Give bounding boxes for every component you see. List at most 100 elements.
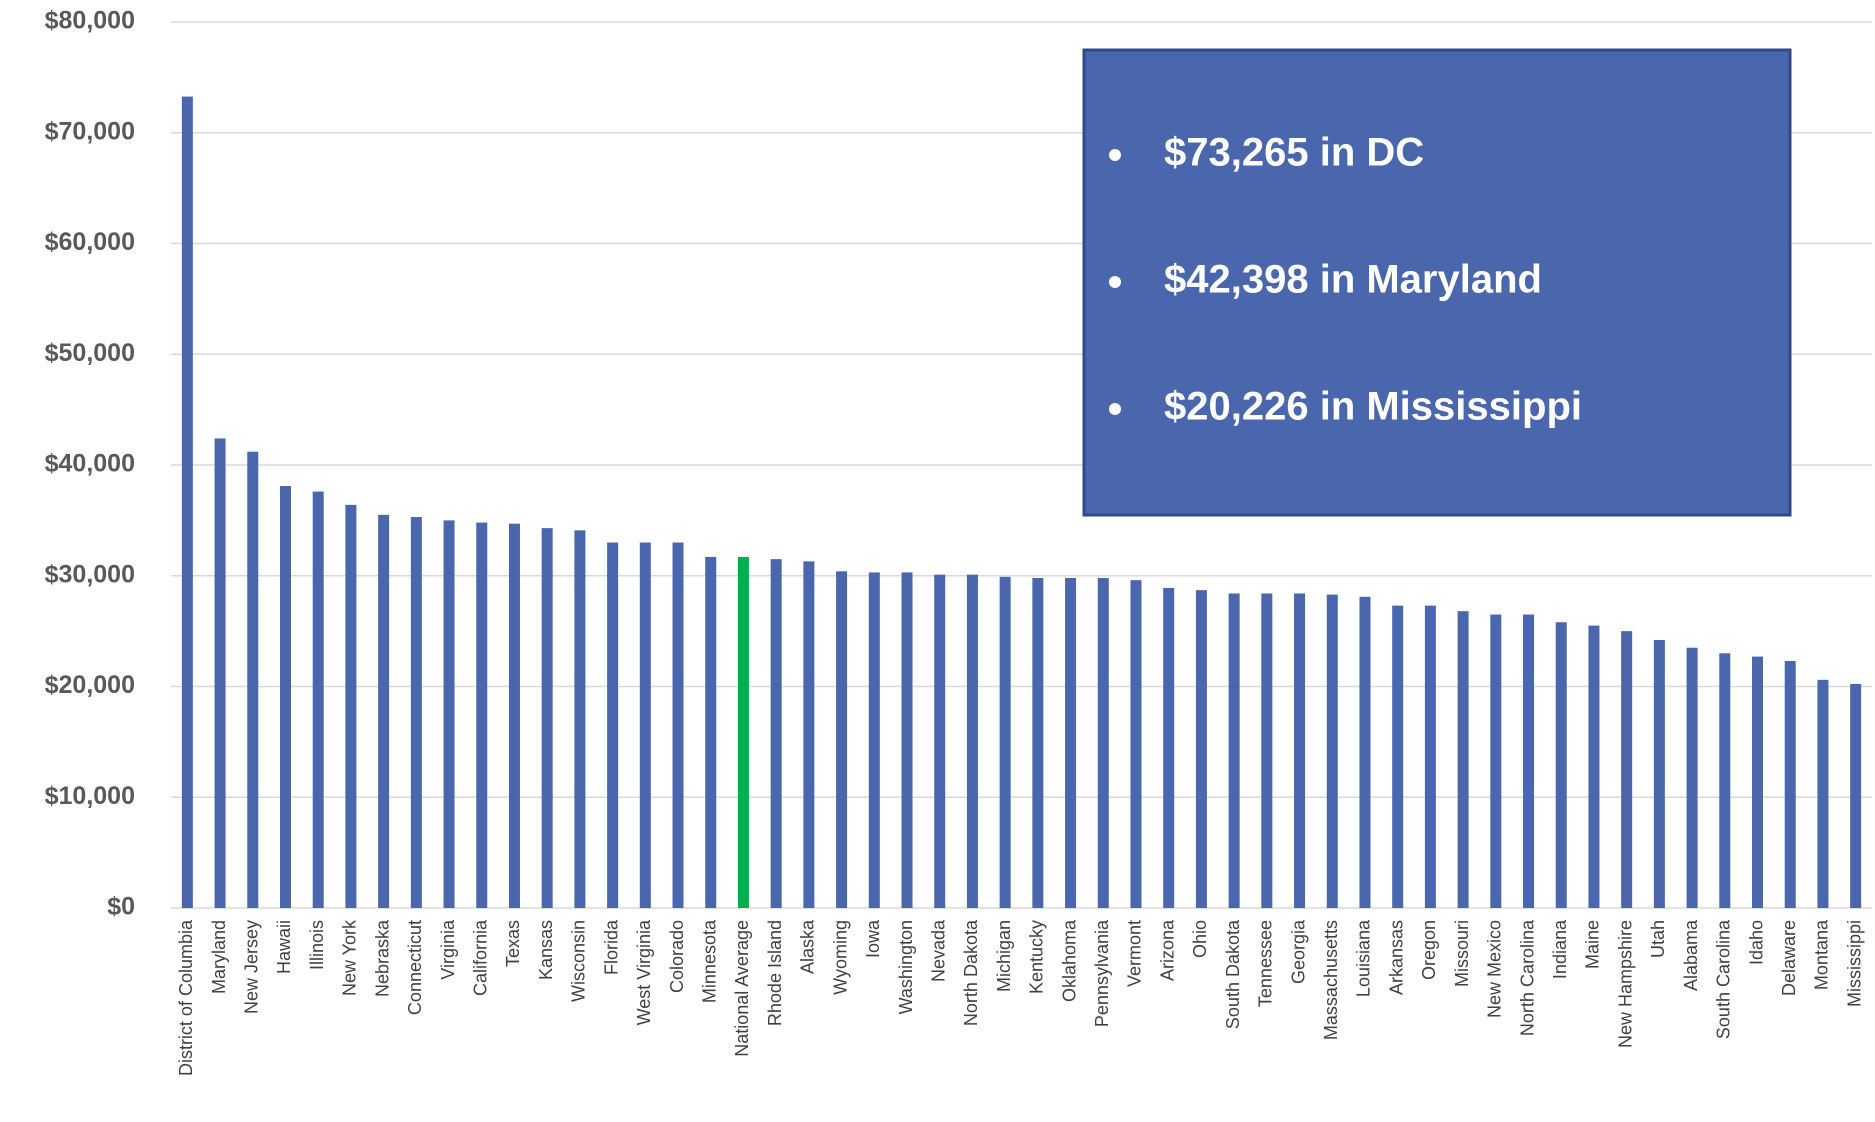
bar	[476, 522, 488, 908]
bar	[1326, 594, 1338, 908]
bar	[1555, 622, 1567, 908]
bar	[1784, 661, 1796, 908]
x-tick-label: Nevada	[928, 919, 948, 982]
y-tick-label: $60,000	[45, 228, 135, 256]
x-tick-label: North Carolina	[1517, 919, 1537, 1036]
bar	[378, 514, 390, 908]
bar	[1097, 577, 1109, 908]
x-tick-label: Hawaii	[274, 920, 294, 974]
bar	[1065, 577, 1077, 908]
x-tick-label: Kentucky	[1027, 920, 1047, 994]
y-tick-label: $70,000	[45, 117, 135, 145]
bar	[705, 556, 717, 908]
bar	[639, 542, 651, 908]
bar	[737, 556, 749, 908]
bar	[443, 520, 455, 908]
x-tick-label: South Dakota	[1223, 919, 1243, 1029]
bar	[1850, 683, 1862, 908]
bullet	[1109, 149, 1121, 161]
bullet	[1109, 403, 1121, 415]
x-tick-label: Massachusetts	[1321, 920, 1341, 1040]
x-tick-label: Maine	[1583, 920, 1603, 969]
bar	[312, 491, 324, 908]
bar	[574, 530, 586, 908]
bar	[1359, 596, 1371, 908]
x-tick-label: Rhode Island	[765, 920, 785, 1026]
bar	[836, 571, 848, 908]
x-tick-label: Nebraska	[372, 919, 392, 997]
x-tick-label: Maryland	[209, 920, 229, 994]
bar	[934, 574, 946, 908]
x-tick-label: New Mexico	[1485, 920, 1505, 1018]
bar	[1686, 647, 1698, 908]
x-tick-label: Delaware	[1779, 920, 1799, 996]
y-tick-label: $50,000	[45, 339, 135, 367]
x-tick-label: Kansas	[536, 920, 556, 980]
x-tick-label: South Carolina	[1714, 919, 1734, 1039]
y-tick-label: $80,000	[45, 7, 135, 35]
x-tick-label: Georgia	[1288, 919, 1308, 984]
bar	[345, 504, 357, 908]
x-tick-label: Texas	[503, 920, 523, 967]
bar	[1752, 656, 1764, 908]
bar	[247, 451, 259, 908]
x-tick-label: Florida	[601, 919, 621, 975]
x-tick-label: Colorado	[667, 920, 687, 993]
x-tick-label: Connecticut	[405, 920, 425, 1015]
bar	[966, 574, 978, 908]
bar	[999, 576, 1011, 908]
bar	[1490, 614, 1502, 908]
annotation-box	[1082, 48, 1792, 517]
y-tick-label: $30,000	[45, 560, 135, 588]
bar	[1621, 631, 1633, 908]
x-tick-label: Arkansas	[1386, 920, 1406, 995]
y-tick-label: $40,000	[45, 450, 135, 478]
x-tick-label: Iowa	[863, 919, 883, 958]
x-tick-label: Oregon	[1419, 920, 1439, 980]
bar	[1817, 679, 1829, 908]
x-tick-label: Wyoming	[830, 920, 850, 995]
bar	[901, 572, 913, 908]
x-tick-label: New Jersey	[242, 920, 262, 1014]
bar	[279, 486, 291, 908]
bar	[1130, 580, 1142, 908]
y-tick-label: $10,000	[45, 782, 135, 810]
x-tick-label: Illinois	[307, 920, 327, 970]
x-tick-label: Tennessee	[1256, 920, 1276, 1007]
x-tick-label: Vermont	[1125, 920, 1145, 987]
x-tick-label: Oklahoma	[1059, 919, 1079, 1002]
bar	[1195, 590, 1207, 908]
y-tick-label: $0	[107, 893, 135, 921]
x-tick-label: Utah	[1648, 920, 1668, 958]
x-tick-label: Indiana	[1550, 919, 1570, 979]
bar	[1032, 577, 1044, 908]
x-tick-label: West Virginia	[634, 919, 654, 1025]
bar	[1588, 625, 1600, 908]
x-tick-label: Arizona	[1157, 919, 1177, 981]
bar	[1392, 605, 1404, 908]
x-tick-label: Pennsylvania	[1092, 919, 1112, 1027]
x-tick-label: Missouri	[1452, 920, 1472, 987]
x-tick-label: Michigan	[994, 920, 1014, 992]
bar	[803, 561, 815, 908]
bar	[672, 542, 684, 908]
bar	[1424, 605, 1436, 908]
bar	[1719, 653, 1731, 908]
x-tick-label: Wisconsin	[569, 920, 589, 1002]
x-tick-label: New Hampshire	[1615, 920, 1635, 1048]
bar	[1523, 614, 1535, 908]
x-tick-label: North Dakota	[961, 919, 981, 1026]
x-tick-label: Minnesota	[699, 919, 719, 1003]
bar	[181, 96, 193, 908]
annotation: $73,265 in DC	[1164, 131, 1424, 175]
annotation: $42,398 in Maryland	[1164, 258, 1542, 302]
bar	[607, 542, 619, 908]
bar	[410, 517, 422, 908]
x-tick-label: California	[471, 919, 491, 996]
bar	[1294, 593, 1306, 908]
annotation: $20,226 in Mississippi	[1164, 385, 1582, 429]
bar	[1653, 639, 1665, 908]
bar	[508, 523, 520, 908]
x-tick-label: Alabama	[1681, 919, 1701, 991]
